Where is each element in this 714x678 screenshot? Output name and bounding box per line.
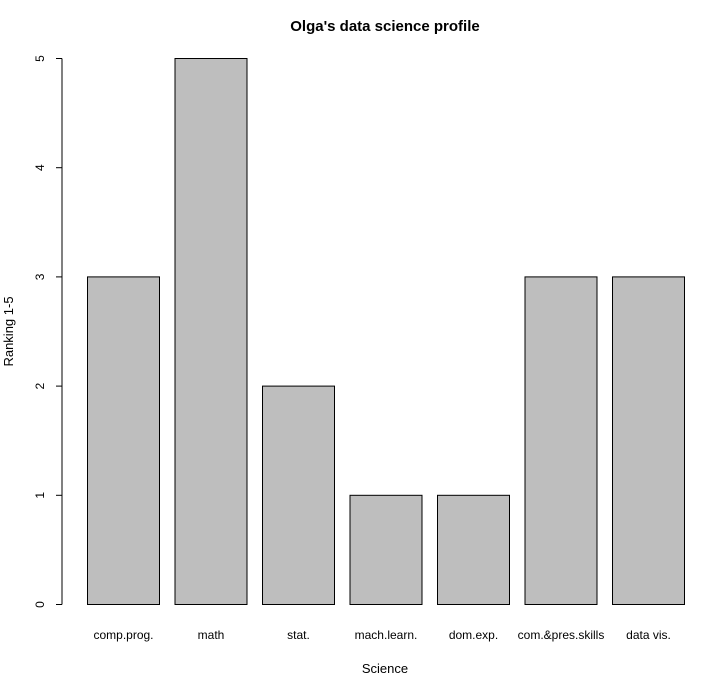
x-tick-label: data vis. — [626, 628, 671, 642]
y-tick-label: 1 — [33, 492, 47, 499]
y-tick-label: 4 — [33, 164, 47, 171]
bar-0 — [87, 276, 160, 605]
x-tick-label: mach.learn. — [355, 628, 418, 642]
x-axis-label: Science — [362, 661, 408, 676]
x-tick-label: comp.prog. — [93, 628, 153, 642]
y-axis: 0 1 2 3 4 5 — [33, 55, 63, 608]
x-tick-label: dom.exp. — [449, 628, 498, 642]
bars — [87, 58, 685, 605]
bar-6 — [612, 276, 685, 605]
bar-3 — [349, 494, 423, 605]
bar-1 — [174, 58, 248, 605]
y-tick-label: 5 — [33, 55, 47, 62]
y-tick-label: 3 — [33, 273, 47, 280]
x-tick-label: com.&pres.skills — [518, 628, 605, 642]
chart-title: Olga's data science profile — [290, 18, 479, 35]
x-tick-label: stat. — [287, 628, 310, 642]
bar-2 — [262, 385, 335, 605]
bar-5 — [524, 276, 598, 605]
x-tick-label: math — [198, 628, 225, 642]
y-tick-label: 2 — [33, 382, 47, 389]
y-axis-label: Ranking 1-5 — [1, 296, 16, 366]
bar-4 — [437, 494, 510, 605]
y-tick-label: 0 — [33, 601, 47, 608]
y-ticks: 0 1 2 3 4 5 — [33, 55, 62, 608]
x-tick-labels: comp.prog. math stat. mach.learn. dom.exp. co… — [93, 628, 670, 642]
